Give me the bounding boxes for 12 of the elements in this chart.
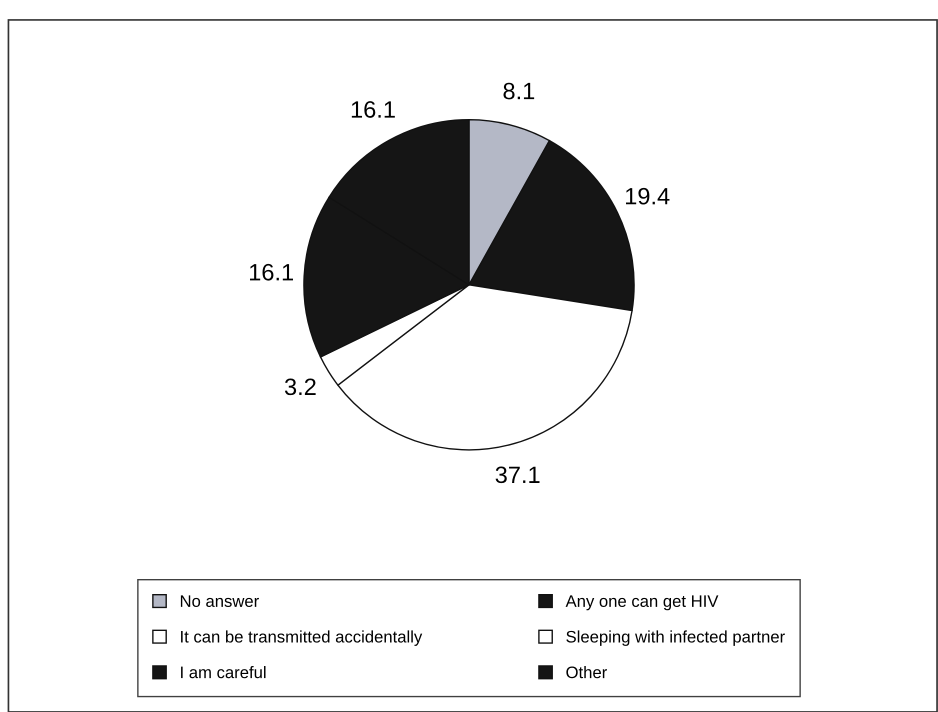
legend-label: No answer <box>180 595 259 607</box>
legend-label: I am careful <box>181 666 266 678</box>
legend-label: Any one can get HIV <box>566 595 718 610</box>
data-label: 16.1 <box>352 101 395 118</box>
legend-label: It can be transmitted accidentally <box>181 630 422 646</box>
data-label: 37.1 <box>496 466 540 484</box>
data-label: 3.2 <box>284 378 316 396</box>
data-label: 16.1 <box>250 264 294 281</box>
legend-label: Sleeping with infected partner <box>566 630 785 646</box>
data-label: 8.1 <box>503 82 534 100</box>
legend-label: Other <box>566 666 607 678</box>
data-label: 19.4 <box>626 188 670 205</box>
